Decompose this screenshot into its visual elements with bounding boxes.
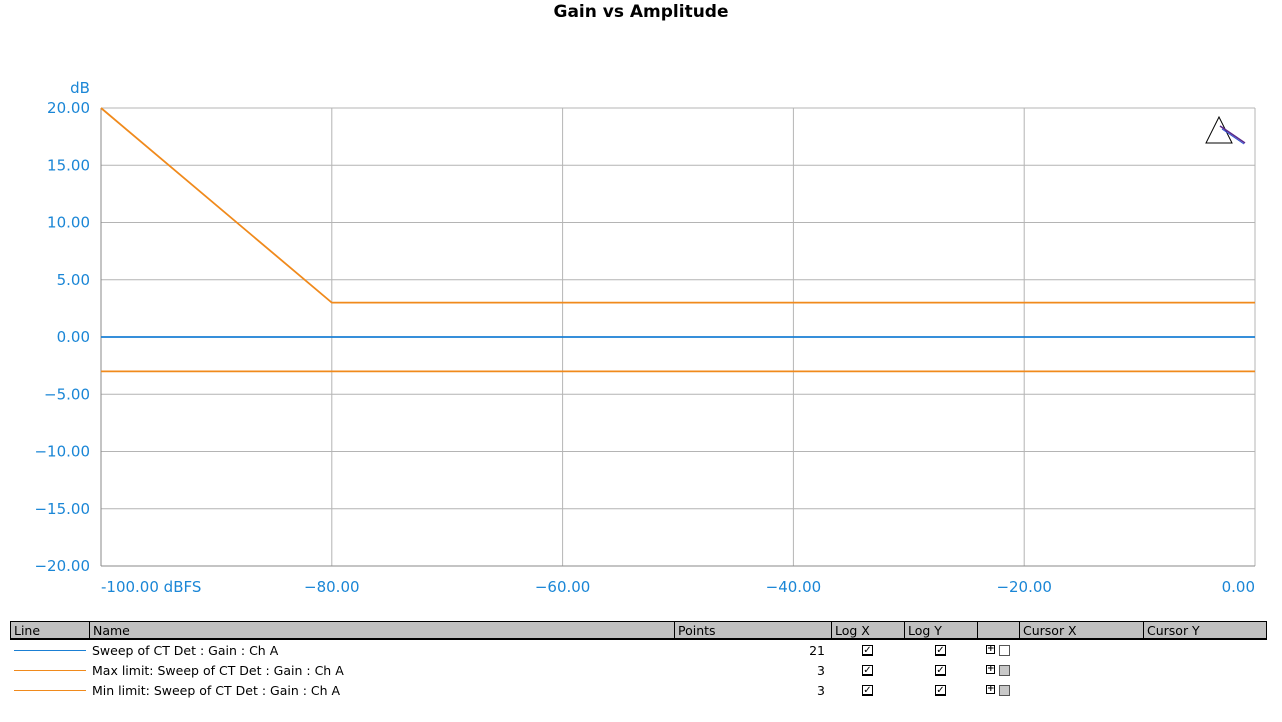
triangle-pen-icon[interactable] xyxy=(1205,115,1246,145)
header-log-x[interactable]: Log X xyxy=(832,622,905,638)
y-tick-label: 20.00 xyxy=(47,99,90,117)
chart-title: Gain vs Amplitude xyxy=(553,2,729,22)
cursor-x-checkbox[interactable] xyxy=(999,664,1010,676)
line-swatch xyxy=(14,689,86,691)
y-tick-label: −10.00 xyxy=(34,443,90,461)
line-swatch xyxy=(14,669,86,671)
header-name[interactable]: Name xyxy=(90,622,675,638)
legend-row[interactable]: Sweep of CT Det : Gain : Ch A 21 ✓ ✓ + xyxy=(10,640,1267,660)
legend-series-name: Min limit: Sweep of CT Det : Gain : Ch A xyxy=(92,682,341,698)
y-tick-label: −15.00 xyxy=(34,500,90,518)
legend-line-cell xyxy=(10,669,89,671)
legend-series-name: Max limit: Sweep of CT Det : Gain : Ch A xyxy=(92,662,344,678)
legend-line-cell xyxy=(10,689,89,691)
legend-header: Line Name Points Log X Log Y Cursor X Cu… xyxy=(10,621,1267,640)
legend-line-cell xyxy=(10,649,89,651)
expand-icon[interactable]: + xyxy=(986,664,995,674)
log-y-checkbox[interactable]: ✓ xyxy=(935,664,946,676)
log-x-checkbox[interactable]: ✓ xyxy=(862,664,873,676)
x-tick-label: −60.00 xyxy=(535,578,591,596)
x-tick-label: -100.00 dBFS xyxy=(101,578,201,596)
y-tick-label: −20.00 xyxy=(34,557,90,575)
y-tick-label: 10.00 xyxy=(47,214,90,232)
cursor-x-checkbox[interactable] xyxy=(999,684,1010,696)
log-x-checkbox[interactable]: ✓ xyxy=(862,644,873,656)
legend-row[interactable]: Max limit: Sweep of CT Det : Gain : Ch A… xyxy=(10,660,1267,680)
y-tick-label: −5.00 xyxy=(44,385,90,403)
log-x-checkbox[interactable]: ✓ xyxy=(862,684,873,696)
expand-icon[interactable]: + xyxy=(986,644,995,654)
chart-series xyxy=(100,107,1255,373)
y-axis-label: dB xyxy=(70,79,90,97)
y-tick-label: 15.00 xyxy=(47,156,90,174)
series-line-1[interactable] xyxy=(100,107,1255,304)
legend-points: 21 xyxy=(809,642,825,658)
expand-icon[interactable]: + xyxy=(986,684,995,694)
cursor-x-checkbox[interactable] xyxy=(999,644,1010,656)
legend-points: 3 xyxy=(817,662,825,678)
legend-table: Line Name Points Log X Log Y Cursor X Cu… xyxy=(10,621,1267,700)
log-y-checkbox[interactable]: ✓ xyxy=(935,684,946,696)
legend-series-name: Sweep of CT Det : Gain : Ch A xyxy=(92,642,279,658)
header-line[interactable]: Line xyxy=(11,622,90,638)
header-cursor-y[interactable]: Cursor Y xyxy=(1147,623,1200,638)
y-tick-label: 0.00 xyxy=(57,328,90,346)
x-tick-label: 0.00 xyxy=(1222,578,1255,596)
x-tick-label: −80.00 xyxy=(304,578,360,596)
legend-row[interactable]: Min limit: Sweep of CT Det : Gain : Ch A… xyxy=(10,680,1267,700)
legend-rows: Sweep of CT Det : Gain : Ch A 21 ✓ ✓ + Max li… xyxy=(10,640,1267,700)
header-cursor-x[interactable]: Cursor X xyxy=(1020,622,1144,638)
x-tick-label: −20.00 xyxy=(996,578,1052,596)
header-blank[interactable] xyxy=(978,622,1020,638)
chart-plot-area[interactable]: 20.00 15.00 10.00 5.00 0.00 −5.00 −10.00 −15.00… xyxy=(0,0,1282,615)
header-points[interactable]: Points xyxy=(675,622,832,638)
y-tick-labels: 20.00 15.00 10.00 5.00 0.00 −5.00 −10.00 −15.00… xyxy=(34,99,90,575)
x-tick-label: −40.00 xyxy=(766,578,822,596)
line-swatch xyxy=(14,649,86,651)
legend-points: 3 xyxy=(817,682,825,698)
x-tick-labels: -100.00 dBFS −80.00 −60.00 −40.00 −20.00 0.00 xyxy=(101,578,1255,596)
header-log-y[interactable]: Log Y xyxy=(905,622,978,638)
log-y-checkbox[interactable]: ✓ xyxy=(935,644,946,656)
y-tick-label: 5.00 xyxy=(57,271,90,289)
